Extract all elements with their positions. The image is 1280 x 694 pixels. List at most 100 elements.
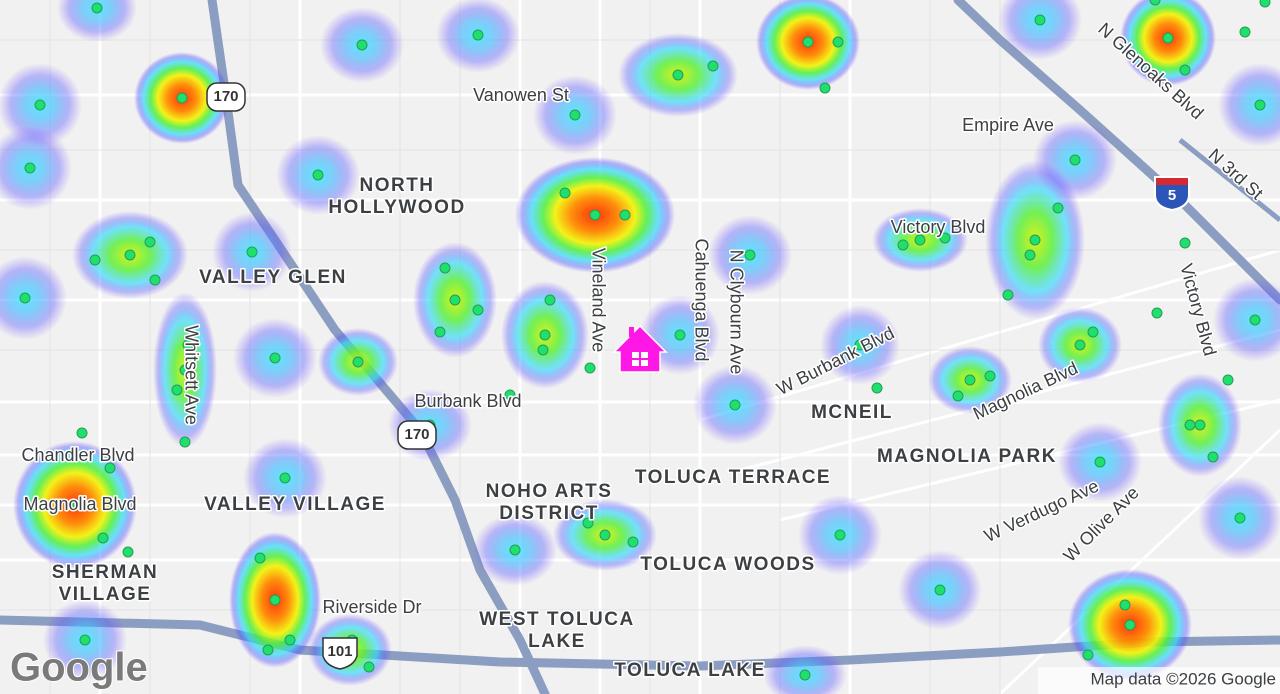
interstate-shield-top [1156, 178, 1188, 185]
shield-number: 101 [327, 643, 352, 660]
heat-point [672, 69, 684, 81]
street-label: Burbank Blvd [414, 391, 521, 411]
street-label: Vanowen St [473, 85, 569, 105]
heat-point [1034, 14, 1046, 26]
heat-point [89, 254, 101, 266]
heat-point [269, 352, 281, 364]
heat-point [1149, 0, 1161, 6]
heat-point [1069, 154, 1081, 166]
heat-point [939, 232, 951, 244]
heat-point [1029, 234, 1041, 246]
heat-point [832, 36, 844, 48]
neighborhood-label: NORTH [359, 175, 434, 196]
heat-point [312, 169, 324, 181]
home-marker[interactable] [612, 324, 668, 373]
street-label: Empire Ave [962, 115, 1054, 135]
heat-point [72, 499, 84, 511]
heat-point [627, 536, 639, 548]
street-label: N 3rd St [1205, 145, 1267, 204]
heat-point [819, 82, 831, 94]
heat-point [356, 39, 368, 51]
heat-point [182, 339, 194, 351]
heat-blob [1218, 63, 1280, 147]
heat-point [472, 29, 484, 41]
street-label: Magnolia Blvd [23, 494, 136, 514]
heat-point [1074, 339, 1086, 351]
neighborhood-label: TOLUCA TERRACE [635, 467, 831, 488]
heat-blob [57, 0, 137, 42]
heat-point [262, 644, 274, 656]
heat-point [179, 364, 191, 376]
heat-blob [1213, 278, 1280, 362]
heat-point [1151, 307, 1163, 319]
heat-point [1179, 64, 1191, 76]
heat-point [434, 326, 446, 338]
neighborhood-label: NOHO ARTS [486, 481, 613, 502]
heat-point [246, 246, 258, 258]
heat-point [1087, 326, 1099, 338]
heat-point [176, 92, 188, 104]
street-label: Chandler Blvd [21, 445, 134, 465]
heat-point [97, 532, 109, 544]
street-label: Victory Blvd [891, 217, 986, 237]
street-label: Vineland Ave [588, 248, 608, 352]
heat-point [914, 234, 926, 246]
heat-point [539, 329, 551, 341]
heat-point [24, 162, 36, 174]
state-shield [206, 82, 246, 112]
heat-point [569, 109, 581, 121]
neighborhood-label: VILLAGE [59, 584, 152, 605]
heat-point [1179, 237, 1191, 249]
heat-point [1119, 599, 1131, 611]
heat-point [1082, 649, 1094, 661]
heat-point [599, 529, 611, 541]
heat-point [1249, 314, 1261, 326]
heat-point [984, 370, 996, 382]
heat-point [79, 634, 91, 646]
heat-point [509, 544, 521, 556]
heat-point [439, 262, 451, 274]
heat-point [584, 362, 596, 374]
heat-point [537, 344, 549, 356]
street-label: Whitsett Ave [181, 325, 201, 425]
us-shield [322, 637, 358, 670]
heat-point [284, 634, 296, 646]
heat-point [799, 669, 811, 681]
heat-point [144, 236, 156, 248]
heat-point [1234, 512, 1246, 524]
street-label: N Clybourn Ave [726, 250, 746, 375]
heat-point [1124, 619, 1136, 631]
neighborhood-label: VALLEY GLEN [199, 267, 347, 288]
heat-point [1094, 456, 1106, 468]
heat-point [1162, 32, 1174, 44]
heat-point [122, 546, 134, 558]
heat-point [544, 294, 556, 306]
neighborhood-label: HOLLYWOOD [328, 197, 465, 218]
heat-point [582, 517, 594, 529]
attribution: Map data ©2026 Google [1091, 669, 1277, 688]
shield-number: 170 [213, 88, 238, 105]
heat-blob [0, 126, 72, 210]
heat-point [674, 329, 686, 341]
heat-point [619, 209, 631, 221]
heat-point [149, 274, 161, 286]
heat-points [19, 0, 1271, 681]
street-label: Riverside Dr [322, 597, 421, 617]
neighborhood-label: VALLEY VILLAGE [204, 494, 386, 515]
heat-point [269, 594, 281, 606]
heat-point [1024, 249, 1036, 261]
heat-point [1259, 0, 1271, 8]
neighborhood-label: DISTRICT [499, 503, 599, 524]
heat-point [744, 249, 756, 261]
heat-point [1207, 451, 1219, 463]
neighborhood-label: WEST TOLUCA [479, 609, 634, 630]
heat-point [449, 294, 461, 306]
heat-point [934, 584, 946, 596]
heat-point [802, 36, 814, 48]
state-shield [397, 420, 437, 450]
attribution-bg [1038, 667, 1280, 694]
neighborhood-label: LAKE [528, 631, 586, 652]
heat-point [854, 339, 866, 351]
heat-point [179, 436, 191, 448]
shield-number: 5 [1168, 187, 1176, 204]
